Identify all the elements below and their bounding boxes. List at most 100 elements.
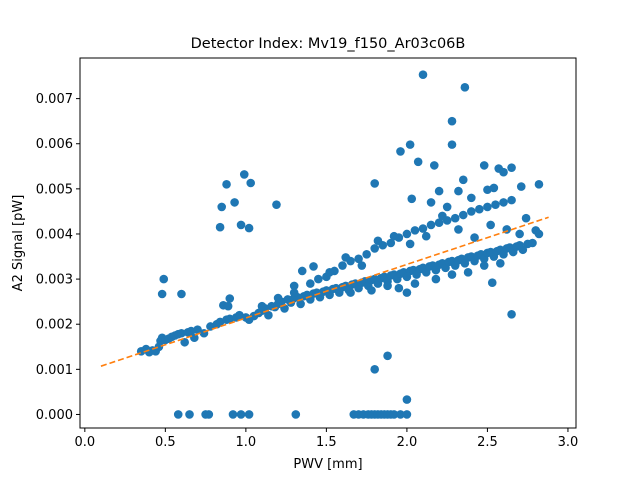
x-axis-label: PWV [mm] <box>293 457 362 472</box>
y-axis: 0.000 0.001 0.002 0.003 0.004 0.005 0.006 0.007 <box>36 92 80 423</box>
data-point <box>528 238 537 248</box>
data-point <box>405 239 415 249</box>
data-point <box>370 244 380 253</box>
data-point <box>296 299 305 309</box>
data-point <box>405 140 415 149</box>
data-point <box>534 229 544 239</box>
data-point <box>486 220 495 230</box>
data-point <box>236 220 246 230</box>
chart-title: Detector Index: Mv19_f150_Ar03c06B <box>191 36 466 52</box>
data-point <box>410 279 420 288</box>
data-point <box>507 163 516 172</box>
data-point <box>438 211 447 221</box>
data-point <box>521 213 531 223</box>
data-point <box>236 410 246 419</box>
y-axis-label: A2 Signal [pW] <box>11 195 26 292</box>
data-point <box>413 157 423 167</box>
data-point <box>534 180 544 189</box>
data-point <box>402 395 412 404</box>
data-point <box>357 261 367 270</box>
y-tick-label: 0.003 <box>36 273 73 288</box>
data-point <box>402 229 412 239</box>
data-point <box>204 410 214 419</box>
data-point <box>407 194 417 204</box>
y-tick-label: 0.001 <box>36 363 73 378</box>
data-point <box>177 328 186 338</box>
data-point <box>394 283 404 293</box>
plot-frame <box>79 57 577 429</box>
data-point <box>402 410 412 419</box>
data-point <box>515 229 524 239</box>
data-point <box>467 207 476 216</box>
data-point <box>291 410 301 419</box>
x-tick-label: 0.0 <box>74 435 95 450</box>
data-point <box>383 351 392 361</box>
plot-area <box>100 70 549 419</box>
data-point <box>516 182 526 191</box>
data-point <box>159 274 169 284</box>
data-point <box>314 274 323 284</box>
data-point <box>289 288 299 297</box>
data-point <box>228 410 238 419</box>
data-point <box>499 198 508 207</box>
data-point <box>507 195 516 205</box>
data-point <box>305 279 315 288</box>
x-tick-label: 2.5 <box>477 435 498 450</box>
data-point <box>362 249 371 259</box>
data-point <box>173 410 183 419</box>
y-tick-label: 0.005 <box>36 182 73 197</box>
data-point <box>450 213 460 223</box>
data-point <box>185 410 194 419</box>
data-point <box>157 289 167 299</box>
data-point <box>354 254 363 264</box>
x-axis: 0.0 0.5 1.0 1.5 2.0 2.5 3.0 <box>74 428 578 450</box>
data-point <box>370 365 380 374</box>
data-point <box>418 70 428 79</box>
data-point <box>507 309 516 319</box>
data-point <box>489 183 499 193</box>
y-tick-label: 0.004 <box>36 227 73 242</box>
data-point <box>325 268 334 277</box>
data-point <box>467 193 476 203</box>
data-point <box>239 170 249 179</box>
data-point <box>223 301 233 311</box>
data-point <box>458 210 468 220</box>
data-point <box>186 326 196 336</box>
x-tick-label: 1.5 <box>316 435 337 450</box>
data-point <box>177 289 186 299</box>
data-point <box>410 226 420 235</box>
data-point <box>264 310 273 320</box>
data-point <box>396 147 405 156</box>
data-point <box>458 175 468 185</box>
data-point <box>483 185 492 195</box>
data-point <box>479 161 489 170</box>
data-point <box>442 202 452 212</box>
data-point <box>244 223 254 233</box>
data-point <box>272 200 281 209</box>
data-point <box>421 231 431 241</box>
x-tick-label: 1.0 <box>236 435 257 450</box>
y-tick-label: 0.007 <box>36 92 73 107</box>
x-tick-label: 3.0 <box>558 435 579 450</box>
data-point <box>431 274 441 284</box>
data-point <box>491 200 500 209</box>
data-point <box>373 236 383 246</box>
data-point <box>402 288 412 297</box>
data-point <box>434 186 444 196</box>
data-point <box>389 231 399 241</box>
data-point <box>496 259 505 268</box>
data-point <box>273 293 283 303</box>
x-tick-label: 2.0 <box>397 435 418 450</box>
data-point <box>193 325 202 334</box>
data-point <box>309 262 318 271</box>
data-point <box>396 410 405 419</box>
data-point <box>367 286 376 295</box>
data-point <box>460 83 470 92</box>
data-point <box>180 337 189 347</box>
data-point <box>222 180 231 189</box>
data-point <box>386 238 396 248</box>
data-point <box>215 222 225 232</box>
data-point <box>483 202 492 212</box>
